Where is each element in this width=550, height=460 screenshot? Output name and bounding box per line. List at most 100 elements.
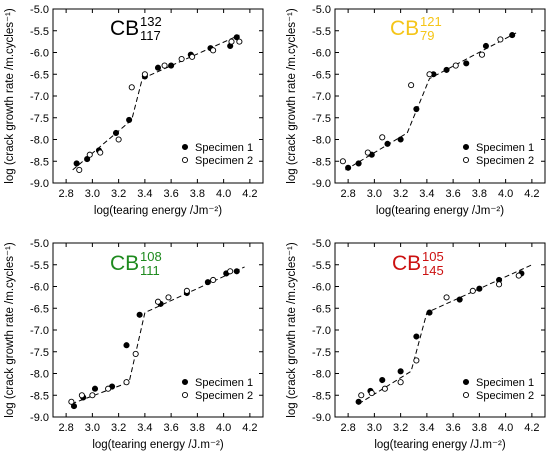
data-point-specimen-2: [132, 350, 139, 357]
chart-title-subscript: 145: [422, 263, 444, 278]
data-point-specimen-1: [126, 116, 133, 123]
chart-title-superscript: 105: [422, 249, 444, 264]
x-tick-label: 3.8: [472, 188, 487, 200]
x-tick-label: 3.8: [190, 422, 205, 434]
y-tick-label: -8.0: [30, 135, 49, 147]
data-point-specimen-2: [497, 36, 504, 43]
x-axis-label: log(tearing energy /Jm⁻²): [376, 205, 504, 217]
data-point-specimen-2: [236, 38, 243, 45]
data-point-specimen-2: [105, 385, 112, 392]
x-tick-label: 2.8: [340, 422, 355, 434]
y-tick-label: -6.5: [312, 303, 331, 315]
legend-marker: [462, 378, 470, 386]
y-axis-label: log (crack growth rate /m.cycles⁻¹): [4, 242, 16, 418]
data-point-specimen-2: [443, 294, 450, 301]
x-tick-label: 4.2: [242, 422, 257, 434]
legend-label: Specimen 1: [195, 377, 253, 389]
data-point-specimen-2: [78, 392, 85, 399]
y-tick-label: -8.5: [312, 156, 331, 168]
x-tick-label: 4.0: [498, 188, 513, 200]
x-tick-label: 3.0: [367, 188, 382, 200]
x-tick-label: 4.2: [524, 188, 539, 200]
y-axis-label: log (crack growth rate /m.cycles⁻¹): [4, 8, 16, 184]
data-point-specimen-1: [476, 285, 483, 292]
y-tick-label: -5.0: [30, 238, 49, 250]
data-point-specimen-1: [482, 42, 489, 50]
data-point-specimen-2: [413, 357, 420, 364]
y-tick-label: -5.5: [312, 260, 331, 272]
data-point-specimen-2: [368, 390, 375, 397]
chart-title: CB: [390, 17, 419, 40]
data-point-specimen-1: [413, 333, 420, 340]
x-tick-label: 3.4: [137, 188, 152, 200]
y-tick-label: -9.0: [30, 412, 49, 424]
x-tick-label: 4.2: [242, 188, 257, 200]
legend-label: Specimen 1: [195, 142, 253, 154]
x-tick-label: 3.0: [367, 422, 382, 434]
data-point-specimen-1: [463, 60, 470, 67]
chart-title-subscript: 111: [140, 263, 160, 278]
data-point-specimen-1: [123, 342, 130, 349]
data-point-specimen-2: [228, 38, 235, 45]
y-tick-label: -7.5: [312, 113, 331, 125]
y-tick-label: -9.0: [312, 412, 331, 424]
data-point-specimen-2: [379, 134, 386, 141]
data-point-specimen-1: [84, 156, 91, 163]
legend-label: Specimen 2: [195, 390, 253, 402]
data-point-specimen-2: [227, 268, 234, 275]
x-axis-label: log(tearing energy /Jm⁻²): [94, 205, 222, 217]
data-point-specimen-2: [452, 62, 459, 69]
chart-title-superscript: 121: [420, 14, 442, 29]
chart-title-superscript: 132: [140, 14, 162, 29]
data-point-specimen-1: [456, 296, 463, 303]
legend-marker: [462, 143, 470, 151]
data-point-specimen-1: [355, 398, 362, 405]
data-point-specimen-2: [381, 385, 388, 392]
x-tick-label: 3.6: [163, 188, 178, 200]
data-point-specimen-1: [355, 160, 362, 167]
x-tick-label: 3.4: [419, 188, 434, 200]
y-tick-label: -9.0: [30, 178, 49, 190]
legend-label: Specimen 2: [476, 155, 534, 167]
data-point-specimen-2: [178, 55, 185, 63]
legend-label: Specimen 1: [476, 142, 534, 154]
x-tick-label: 3.2: [111, 422, 126, 434]
y-tick-label: -5.5: [312, 26, 331, 38]
x-tick-label: 3.0: [85, 422, 100, 434]
legend-marker: [181, 156, 189, 164]
data-point-specimen-2: [86, 151, 93, 158]
y-tick-label: -5.5: [30, 260, 49, 272]
data-point-specimen-1: [426, 309, 433, 316]
chart-panel-1: 2.8 3.0 3.2 3.4 3.6 3.8 4.0 4.2 -9.0 -8.5 -8.0 -7.5…: [4, 4, 264, 217]
data-point-specimen-1: [384, 140, 391, 147]
data-point-specimen-1: [443, 66, 450, 73]
y-tick-label: -8.5: [30, 390, 49, 402]
x-tick-label: 3.6: [445, 188, 460, 200]
x-tick-label: 4.0: [498, 422, 513, 434]
data-point-specimen-2: [496, 281, 503, 288]
chart-title-superscript: 108: [140, 249, 162, 264]
y-tick-label: -6.5: [30, 69, 49, 81]
y-tick-label: -8.0: [30, 369, 49, 381]
y-tick-label: -6.0: [312, 282, 331, 294]
data-point-specimen-1: [345, 164, 352, 171]
x-tick-label: 3.2: [111, 188, 126, 200]
x-axis-label: log(tearing energy /J.m⁻²): [374, 439, 506, 451]
legend-marker: [181, 391, 189, 399]
data-point-specimen-1: [91, 385, 99, 392]
data-point-specimen-1: [136, 311, 143, 318]
y-axis-label: log (crack growth rate /m.cycles⁻¹): [286, 242, 298, 418]
y-tick-label: -5.0: [312, 4, 331, 16]
y-tick-label: -8.5: [30, 156, 49, 168]
y-axis-label: log (crack growth rate /m.cycles⁻¹): [286, 8, 298, 184]
y-tick-label: -7.0: [312, 325, 331, 337]
y-tick-label: -9.0: [312, 178, 331, 190]
data-point-specimen-1: [397, 368, 404, 375]
data-point-specimen-1: [70, 403, 78, 410]
y-tick-label: -5.5: [30, 26, 49, 38]
y-tick-label: -7.5: [30, 113, 49, 125]
x-tick-label: 3.4: [137, 422, 152, 434]
chart-title: CB: [110, 252, 139, 275]
data-point-specimen-1: [233, 268, 240, 275]
data-point-specimen-2: [426, 71, 433, 78]
